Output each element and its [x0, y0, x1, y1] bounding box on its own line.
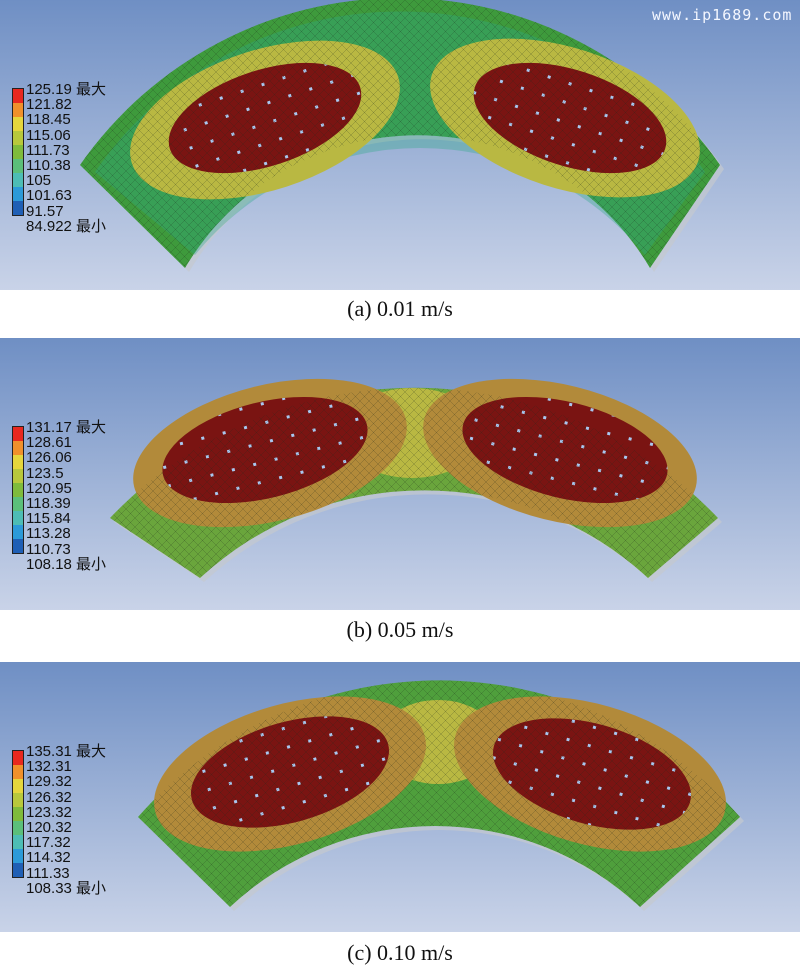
legend-label: 126.06 [26, 449, 72, 467]
legend-label: 111.33 [26, 864, 70, 882]
temperature-contour-image-a [0, 0, 800, 290]
legend-label: 129.32 [26, 773, 72, 791]
panel-b: 131.17 最大 128.61 126.06 123.5 120.95 118… [0, 338, 800, 610]
legend-label: 135.31 最大 [26, 743, 107, 760]
legend-label: 114.32 [26, 849, 71, 867]
temperature-contour-image-b [0, 338, 800, 610]
legend-label: 118.45 [26, 111, 71, 129]
panel-a: 125.19 最大 121.82 118.45 115.06 111.73 11… [0, 0, 800, 290]
legend-label: 101.63 [26, 187, 72, 205]
legend-label: 123.32 [26, 803, 72, 821]
legend-label: 128.61 [26, 434, 72, 452]
legend-label: 123.5 [26, 464, 64, 482]
legend-label: 110.38 [26, 156, 71, 174]
panel-c: 135.31 最大 132.31 129.32 126.32 123.32 12… [0, 662, 800, 932]
caption-b: (b) 0.05 m/s [346, 617, 454, 642]
legend-color-bar-a [12, 88, 24, 216]
legend-label: 91.57 [26, 202, 64, 220]
legend-color-bar-b [12, 426, 24, 554]
legend-color-bar-c [12, 750, 24, 878]
temperature-contour-image-c [0, 662, 800, 932]
legend-label: 111.73 [26, 141, 70, 159]
legend-label: 105 [26, 172, 52, 190]
legend-label: 108.18 最小 [26, 555, 107, 573]
legend-label: 120.95 [26, 479, 72, 497]
legend-label: 120.32 [26, 818, 72, 836]
legend-label: 132.31 [26, 758, 72, 776]
legend-label: 84.922 最小 [26, 217, 107, 235]
legend-label: 125.19 最大 [26, 81, 107, 98]
legend-label: 115.84 [26, 510, 71, 528]
legend-label: 121.82 [26, 96, 72, 114]
watermark-text: www.ip1689.com [652, 6, 793, 24]
legend-label: 117.32 [26, 834, 71, 852]
legend-label: 113.28 [26, 525, 71, 543]
legend-label: 108.33 最小 [26, 879, 107, 897]
caption-c: (c) 0.10 m/s [347, 940, 453, 965]
legend-label: 131.17 最大 [26, 419, 107, 436]
legend-label: 118.39 [26, 494, 71, 512]
legend-label: 126.32 [26, 788, 72, 806]
legend-label: 110.73 [26, 540, 71, 558]
legend-label: 115.06 [26, 126, 71, 144]
caption-a: (a) 0.01 m/s [347, 296, 453, 321]
